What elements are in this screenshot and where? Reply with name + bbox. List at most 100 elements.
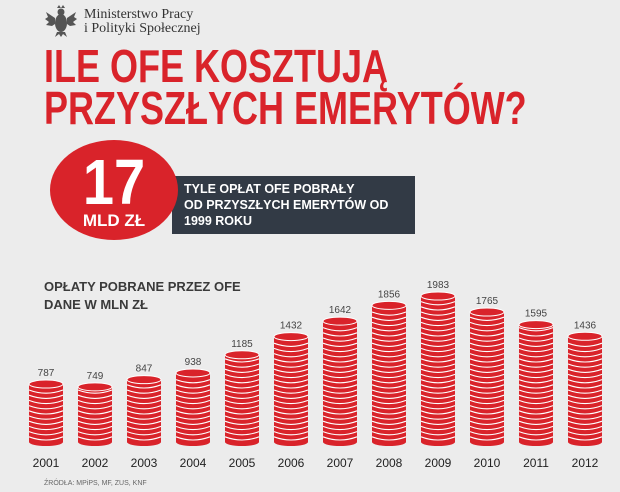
coin-edge [518, 431, 554, 436]
coin-edge [469, 353, 505, 358]
ministry-name-line1: Ministerstwo Pracy [84, 7, 194, 22]
coin-edge [273, 431, 309, 436]
ministry-name-line2: i Polityki Społecznej [84, 21, 201, 36]
highlight-badge: 17 MLD ZŁ [50, 140, 178, 240]
chart-title-line: OPŁATY POBRANE PRZEZ OFE [44, 279, 241, 294]
coin-edge [28, 394, 64, 399]
coin-edge [371, 394, 407, 399]
headline-line-1: ILE OFE KOSZTUJĄ [44, 40, 389, 93]
coin-edge [567, 363, 603, 368]
coin-edge [420, 415, 456, 420]
coin-edge [322, 347, 358, 353]
coin-stack [274, 336, 308, 442]
coin-edge [126, 384, 162, 389]
coin-edge [420, 306, 456, 311]
coin-edge [518, 410, 554, 415]
coin-edge [224, 358, 260, 363]
coin-edge [420, 379, 456, 384]
coin-edge [175, 394, 211, 399]
coin-edge [420, 327, 456, 332]
coin-edge [371, 415, 407, 420]
coin-edge [518, 436, 554, 441]
coin-edge [322, 363, 358, 368]
year-label: 2010 [474, 456, 501, 470]
coin-edge [224, 363, 260, 368]
coin-edge [322, 415, 358, 420]
ministry-header: Ministerstwo Pracy i Polityki Społecznej [44, 4, 244, 38]
coin-edge [175, 405, 211, 410]
coin-edge [567, 358, 603, 363]
coin-edge [126, 415, 162, 420]
coin-edge [28, 415, 64, 420]
coin-edge [518, 420, 554, 425]
coin-edge [469, 394, 505, 399]
coin-edge [420, 436, 456, 441]
coin-edge [175, 379, 211, 384]
coin-edge [371, 358, 407, 363]
coin-edge [518, 337, 554, 342]
coin-edge [420, 363, 456, 368]
highlight-text-line: 1999 ROKU [184, 214, 253, 228]
coin-edge [273, 379, 309, 384]
bar-2006: 1432 2006 [273, 321, 309, 470]
coin-edge [224, 399, 260, 405]
coin-edge [518, 363, 554, 368]
coin-edge [175, 399, 211, 405]
coin-stack [421, 296, 455, 442]
coin-edge [371, 316, 407, 321]
coin-top [224, 350, 260, 360]
coin-edge [28, 431, 64, 436]
coin-edge [273, 363, 309, 368]
coin-edge [371, 368, 407, 373]
highlight-unit: MLD ZŁ [82, 211, 146, 230]
coin-edge [126, 389, 162, 394]
coin-edge [420, 410, 456, 415]
coin-stack [127, 379, 161, 442]
highlight-text: TYLE OPŁAT OFE POBRAŁY OD PRZYSZŁYCH EME… [184, 181, 388, 229]
coin-edge [175, 415, 211, 420]
coin-edge [371, 420, 407, 425]
coin-edge [371, 425, 407, 431]
coin-edge [77, 436, 113, 441]
coin-edge [567, 399, 603, 405]
coin-edge [567, 373, 603, 379]
coin-edge [518, 394, 554, 399]
value-label: 749 [87, 371, 104, 382]
coin-edge [420, 384, 456, 389]
value-label: 847 [136, 364, 153, 375]
coin-edge [77, 431, 113, 436]
coin-edge [469, 337, 505, 342]
coin-edge [469, 425, 505, 431]
coin-edge [371, 399, 407, 405]
coin-edge [322, 373, 358, 379]
coin-stack-bottom [323, 438, 357, 446]
coin-edge [322, 342, 358, 347]
coin-top [126, 375, 162, 385]
coin-edge [175, 431, 211, 436]
coin-edge [567, 384, 603, 389]
coin-edge [273, 405, 309, 410]
year-label: 2009 [425, 456, 452, 470]
coin-edge [371, 389, 407, 394]
coin-top [371, 300, 407, 310]
coin-edge [567, 379, 603, 384]
coin-stack-bottom [470, 438, 504, 446]
coin-edge [469, 342, 505, 347]
coin-edge [518, 327, 554, 332]
year-label: 2012 [572, 456, 599, 470]
coin-edge [77, 425, 113, 431]
coin-edge [273, 342, 309, 347]
coin-edge [273, 399, 309, 405]
year-label: 2005 [229, 456, 256, 470]
coin-edge [126, 436, 162, 441]
coin-top [175, 368, 211, 378]
coin-edge [224, 410, 260, 415]
coin-edge [322, 425, 358, 431]
coin-edge [518, 368, 554, 373]
coin-edge [322, 405, 358, 410]
value-label: 1765 [476, 296, 499, 307]
coin-edge [126, 394, 162, 399]
coin-stack-bottom [127, 438, 161, 446]
coin-edge [567, 425, 603, 431]
coin-edge [420, 405, 456, 410]
